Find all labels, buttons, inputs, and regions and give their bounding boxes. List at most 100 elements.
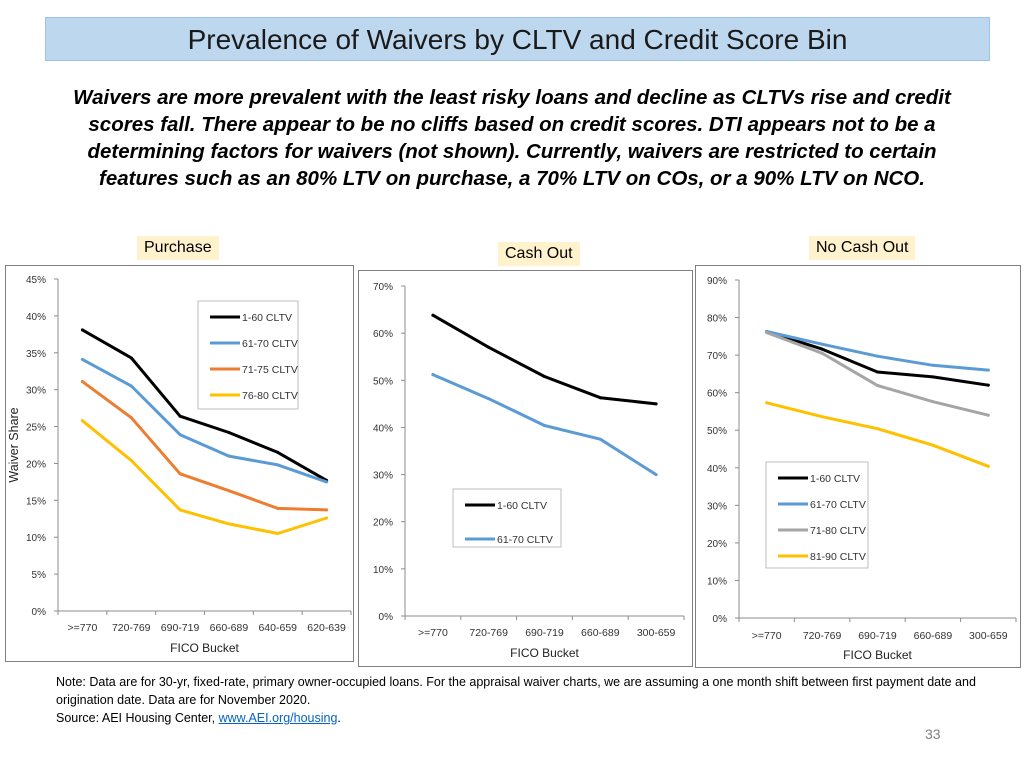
data-point	[876, 427, 879, 431]
chart-label-no-cash-out: No Cash Out	[809, 236, 916, 260]
y-tick-label: 40%	[26, 312, 46, 323]
data-point	[227, 454, 231, 458]
y-tick-label: 60%	[373, 329, 393, 340]
data-point	[487, 345, 491, 349]
y-tick-label: 40%	[707, 464, 727, 475]
y-tick-label: 30%	[707, 501, 727, 512]
data-point	[431, 313, 435, 317]
data-point	[227, 522, 231, 526]
x-tick-label: 720-769	[112, 622, 151, 634]
data-point	[986, 383, 990, 387]
data-point	[276, 463, 280, 467]
series-line-61-70-cltv	[80, 357, 329, 484]
data-point	[129, 356, 133, 360]
series-line-1-60-cltv	[80, 328, 329, 482]
legend-label: 71-80 CLTV	[810, 525, 866, 537]
data-point	[80, 357, 84, 361]
data-point	[487, 397, 491, 401]
y-tick-label: 0%	[379, 612, 394, 623]
x-tick-label: 690-719	[525, 627, 564, 639]
data-point	[80, 380, 84, 384]
x-tick-label: 660-689	[914, 630, 953, 642]
y-tick-label: 10%	[373, 565, 393, 576]
data-point	[227, 430, 231, 434]
data-point	[178, 414, 182, 418]
y-tick-label: 50%	[373, 376, 393, 387]
chart-label-purchase: Purchase	[137, 236, 219, 260]
legend-label: 1-60 CLTV	[810, 473, 860, 485]
data-point	[931, 375, 935, 379]
y-tick-label: 35%	[26, 349, 46, 360]
chart-purchase-svg: 0% 5% 10% 15% 20% 25% 30% 35% 40% 45% >=770 720-769…	[7, 275, 352, 655]
data-point	[820, 342, 824, 346]
data-point	[598, 437, 602, 441]
y-tick-label: 40%	[373, 423, 393, 434]
x-tick-label: 300-659	[637, 627, 676, 639]
x-tick-label: 720-769	[803, 630, 842, 642]
x-tick-label: 620-639	[307, 622, 346, 634]
data-point	[931, 400, 935, 404]
chart-no-cash-out-svg: 0% 10% 20% 30% 40% 50% 60% 70% 80% 90% >=770 720-76…	[707, 276, 1017, 662]
data-point	[276, 532, 280, 536]
title-bar: Prevalence of Waivers by CLTV and Credit…	[45, 17, 990, 61]
y-tick-label: 20%	[26, 459, 46, 470]
legend-label: 61-70 CLTV	[242, 338, 298, 350]
series-line-81-90-cltv	[765, 401, 990, 468]
subtitle-paragraph: Waivers are more prevalent with the leas…	[73, 86, 951, 190]
chart-cash-out: 0% 10% 20% 30% 40% 50% 60% 70% >=770 720-769 690-7…	[358, 270, 693, 667]
x-tick-label: >=770	[68, 622, 98, 634]
y-tick-label: 20%	[707, 539, 727, 550]
page-title: Prevalence of Waivers by CLTV and Credit…	[187, 24, 848, 55]
x-tick-label: >=770	[752, 630, 782, 642]
y-tick-label: 0%	[713, 614, 728, 625]
series-line-76-80-cltv	[80, 419, 329, 535]
x-tick-label: 660-689	[581, 627, 620, 639]
footnote-source-suffix: .	[337, 711, 341, 725]
y-tick-label: 70%	[373, 282, 393, 293]
y-tick-label: 70%	[707, 351, 727, 362]
data-point	[129, 416, 133, 420]
y-tick-label: 80%	[707, 314, 727, 325]
data-point	[129, 458, 133, 462]
y-tick-label: 90%	[707, 276, 727, 287]
chart-label-cash-out: Cash Out	[498, 242, 580, 266]
data-point	[227, 489, 231, 493]
data-point	[80, 328, 84, 332]
legend-label: 1-60 CLTV	[497, 500, 547, 512]
data-point	[986, 368, 990, 372]
y-tick-label: 0%	[32, 607, 47, 618]
footnote: Note: Data are for 30-yr, fixed-rate, pr…	[56, 673, 976, 727]
y-tick-label: 10%	[707, 576, 727, 587]
data-point	[598, 396, 602, 400]
y-tick-label: 20%	[373, 518, 393, 529]
data-point	[820, 351, 824, 355]
data-point	[80, 419, 84, 423]
source-link[interactable]: www.AEI.org/housing	[218, 711, 338, 725]
legend-label: 61-70 CLTV	[810, 499, 866, 511]
data-point	[276, 506, 280, 510]
legend-box	[197, 300, 299, 410]
data-point	[765, 331, 769, 335]
legend-box	[452, 488, 562, 548]
y-tick-label: 45%	[26, 275, 46, 286]
legend-label: 81-90 CLTV	[810, 551, 866, 563]
legend-label: 71-75 CLTV	[242, 364, 298, 376]
page-number: 33	[925, 726, 941, 742]
data-point	[876, 370, 879, 374]
y-tick-label: 50%	[707, 426, 727, 437]
x-tick-label: 720-769	[469, 627, 508, 639]
y-tick-label: 25%	[26, 423, 46, 434]
data-point	[765, 401, 769, 405]
x-tick-label: 300-659	[969, 630, 1008, 642]
chart-purchase: 0% 5% 10% 15% 20% 25% 30% 35% 40% 45% >=770 720-769…	[5, 265, 354, 662]
chart-cash-out-svg: 0% 10% 20% 30% 40% 50% 60% 70% >=770 720-769 690-7…	[373, 282, 685, 660]
data-point	[178, 433, 182, 437]
x-axis-title: FICO Bucket	[170, 641, 239, 655]
y-tick-label: 30%	[26, 386, 46, 397]
data-point	[325, 480, 329, 484]
data-point	[876, 354, 879, 358]
y-tick-label: 5%	[32, 570, 47, 581]
y-tick-label: 60%	[707, 389, 727, 400]
data-point	[654, 473, 658, 477]
data-point	[431, 373, 435, 377]
